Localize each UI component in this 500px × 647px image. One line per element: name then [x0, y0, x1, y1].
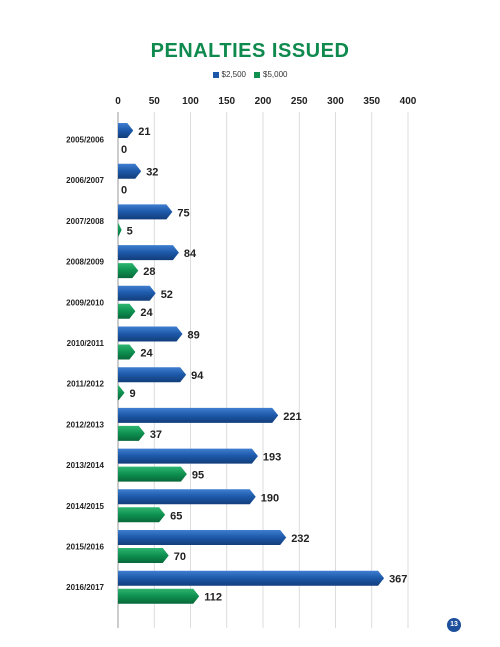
data-label-5-000-2007-2008: 5 [127, 225, 133, 237]
bar-2-500-2010-2011 [118, 326, 183, 342]
bar-5-000-2011-2012 [118, 385, 125, 401]
category-label-2011-2012: 2011/2012 [67, 380, 105, 389]
chart-title: PENALTIES ISSUED [150, 40, 350, 62]
bar-5-000-2014-2015 [118, 507, 166, 523]
legend-item-2500: $2,500 [212, 70, 246, 79]
x-tick-label-150: 150 [218, 96, 235, 107]
category-label-2016-2017: 2016/2017 [66, 583, 104, 592]
category-label-2015-2016: 2015/2016 [66, 543, 104, 552]
x-tick-label-200: 200 [255, 96, 272, 107]
bar-2-500-2007-2008 [118, 204, 173, 220]
data-label-2-500-2014-2015: 190 [261, 492, 279, 504]
category-label-2010-2011: 2010/2011 [67, 339, 105, 348]
category-label-2006-2007: 2006/2007 [66, 176, 104, 185]
legend-swatch-blue [212, 71, 219, 78]
x-tick-label-350: 350 [363, 96, 380, 107]
category-label-2005-2006: 2005/2006 [66, 136, 104, 145]
bar-5-000-2012-2013 [118, 425, 145, 441]
bar-5-000-2016-2017 [118, 588, 200, 604]
page-number-badge: 13 [447, 618, 461, 632]
bar-2-500-2015-2016 [118, 530, 287, 545]
x-tick-label-400: 400 [400, 96, 417, 107]
data-label-5-000-2016-2017: 112 [204, 592, 222, 604]
bar-2-500-2014-2015 [118, 489, 256, 505]
data-label-5-000-2013-2014: 95 [192, 470, 204, 482]
data-label-5-000-2015-2016: 70 [174, 551, 186, 563]
data-label-5-000-2005-2006: 0 [121, 144, 127, 156]
bar-2-500-2011-2012 [118, 367, 187, 383]
x-tick-label-50: 50 [149, 96, 161, 107]
legend-item-5000: $5,000 [254, 70, 287, 79]
bar-2-500-2005-2006 [118, 123, 134, 138]
bar-5-000-2010-2011 [118, 344, 136, 360]
data-label-5-000-2010-2011: 24 [140, 348, 153, 360]
bar-2-500-2016-2017 [118, 570, 385, 586]
bar-2-500-2009-2010 [118, 285, 156, 301]
bar-2-500-2008-2009 [118, 245, 179, 261]
category-label-2012-2013: 2012/2013 [66, 420, 104, 429]
data-label-2-500-2012-2013: 221 [283, 411, 301, 423]
data-label-2-500-2009-2010: 52 [161, 289, 173, 301]
data-label-5-000-2008-2009: 28 [143, 266, 155, 278]
bar-5-000-2008-2009 [118, 263, 139, 279]
x-tick-label-100: 100 [182, 96, 199, 107]
category-label-2013-2014: 2013/2014 [66, 461, 104, 470]
bar-2-500-2006-2007 [118, 163, 142, 179]
x-tick-label-250: 250 [291, 96, 308, 107]
bar-2-500-2013-2014 [118, 448, 258, 464]
x-tick-label-300: 300 [327, 96, 344, 107]
data-label-2-500-2013-2014: 193 [263, 452, 281, 464]
bar-5-000-2009-2010 [118, 303, 136, 319]
data-label-2-500-2016-2017: 367 [389, 574, 407, 586]
category-label-2008-2009: 2008/2009 [66, 258, 104, 267]
category-label-2007-2008: 2007/2008 [66, 217, 104, 226]
data-label-2-500-2015-2016: 232 [291, 533, 309, 545]
data-label-5-000-2012-2013: 37 [150, 429, 162, 441]
x-tick-label-0: 0 [115, 96, 121, 107]
category-label-2014-2015: 2014/2015 [66, 502, 104, 511]
legend-label-5000: $5,000 [263, 70, 288, 79]
data-label-2-500-2008-2009: 84 [184, 248, 197, 260]
data-label-2-500-2007-2008: 75 [177, 207, 189, 219]
data-label-5-000-2014-2015: 65 [170, 510, 182, 522]
bar-5-000-2007-2008 [118, 222, 122, 238]
legend-label-2500: $2,500 [221, 70, 246, 79]
bar-2-500-2012-2013 [118, 407, 279, 423]
bar-5-000-2013-2014 [118, 466, 187, 482]
chart-legend: $2,500 $5,000 [0, 70, 500, 79]
data-label-5-000-2006-2007: 0 [121, 185, 127, 197]
data-label-2-500-2006-2007: 32 [146, 167, 158, 179]
category-label-2009-2010: 2009/2010 [66, 298, 104, 307]
data-label-2-500-2010-2011: 89 [188, 330, 200, 342]
data-label-2-500-2005-2006: 21 [138, 126, 150, 138]
bar-5-000-2015-2016 [118, 548, 169, 563]
data-label-2-500-2011-2012: 94 [191, 370, 204, 382]
data-label-5-000-2011-2012: 9 [130, 388, 136, 400]
data-label-5-000-2009-2010: 24 [140, 307, 153, 319]
legend-swatch-green [254, 71, 260, 78]
